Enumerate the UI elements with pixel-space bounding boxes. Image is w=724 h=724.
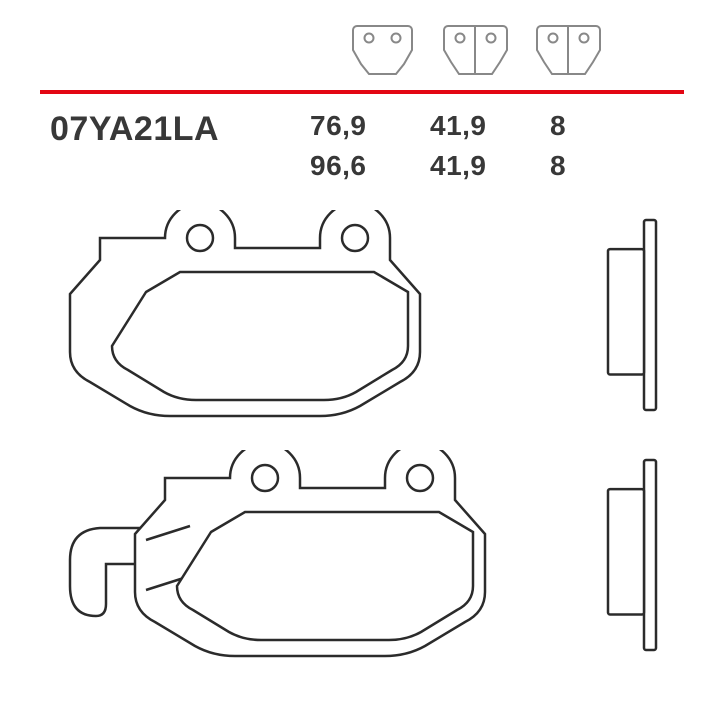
header-icon-pad-a xyxy=(340,18,425,80)
spec-height-2: 41,9 xyxy=(430,150,550,182)
header-icon-pad-b xyxy=(433,18,518,80)
divider-line xyxy=(40,90,684,94)
spec-width-2: 96,6 xyxy=(310,150,430,182)
spec-width-1: 76,9 xyxy=(310,110,430,149)
spec-thickness-2: 8 xyxy=(550,150,670,182)
header-icon-pad-c xyxy=(526,18,611,80)
part-number: 07YA21LA xyxy=(50,110,310,149)
spec-height-1: 41,9 xyxy=(430,110,550,149)
pad-2-front-view xyxy=(60,450,560,670)
part-number-blank xyxy=(50,150,310,182)
spec-row-1: 07YA21LA 76,9 41,9 8 xyxy=(50,110,674,149)
header-icon-row xyxy=(340,18,611,80)
spec-thickness-1: 8 xyxy=(550,110,670,149)
pad-1-front-view xyxy=(60,210,490,430)
pad-1-side-view xyxy=(604,210,674,430)
spec-row-2: 96,6 41,9 8 xyxy=(50,150,674,182)
pad-2-side-view xyxy=(604,450,674,670)
